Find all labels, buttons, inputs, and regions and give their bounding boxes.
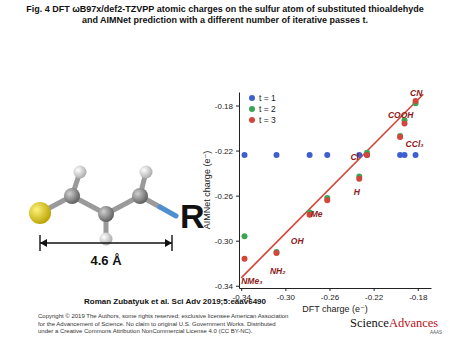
axis-line bbox=[240, 288, 432, 289]
arrow-line bbox=[40, 242, 172, 243]
point bbox=[242, 152, 248, 158]
point bbox=[397, 134, 403, 140]
tick-label: -0.34 bbox=[215, 282, 234, 291]
point bbox=[402, 121, 408, 127]
legend-item: t = 1 bbox=[249, 93, 276, 103]
tick-label: -0.26 bbox=[321, 293, 340, 302]
point-label: COOH bbox=[388, 110, 414, 120]
molecule bbox=[29, 166, 176, 246]
legend-label: t = 3 bbox=[259, 115, 276, 125]
atom bbox=[98, 206, 114, 222]
logo-part: Science bbox=[350, 316, 389, 330]
point-label: NMe₃ bbox=[241, 276, 262, 286]
legend-item: t = 3 bbox=[249, 115, 276, 125]
title: Fig. 4 DFT ωB97x/def2-TZVPP atomic charg… bbox=[26, 4, 424, 14]
legend-swatch bbox=[249, 106, 255, 112]
tick: -0.18 bbox=[409, 288, 428, 302]
plot-area bbox=[241, 94, 423, 278]
tick: -0.26 bbox=[215, 192, 239, 201]
legend-swatch bbox=[249, 117, 255, 123]
legend: t = 1t = 2t = 3 bbox=[249, 93, 276, 125]
fit-line bbox=[241, 94, 423, 278]
y-axis-title: AIMNet charge (e⁻) bbox=[202, 151, 212, 229]
tick-label: -0.22 bbox=[215, 147, 234, 156]
tick-mark bbox=[329, 288, 330, 291]
arrow-head bbox=[165, 239, 172, 247]
substituent-label: R bbox=[180, 197, 205, 235]
point-label: Me bbox=[311, 209, 323, 219]
point bbox=[364, 152, 370, 158]
tick-mark bbox=[285, 288, 286, 291]
legend-label: t = 2 bbox=[259, 104, 276, 114]
tick: -0.22 bbox=[365, 288, 384, 302]
distance-arrow bbox=[40, 235, 172, 251]
tick: -0.26 bbox=[321, 288, 340, 302]
point-label: NH₂ bbox=[270, 266, 286, 276]
title: and AIMNet prediction with a different n… bbox=[82, 15, 368, 25]
tick: -0.18 bbox=[215, 102, 239, 111]
tick-mark bbox=[236, 106, 239, 107]
bond-r-tip bbox=[160, 207, 176, 216]
logo-part: Advances bbox=[389, 316, 438, 330]
point bbox=[356, 176, 362, 182]
atom bbox=[29, 202, 51, 224]
tick: -0.34 bbox=[215, 282, 239, 291]
yticks-axis: -0.34 -0.30 -0.26 -0.22 -0.18 bbox=[215, 93, 240, 291]
tick-mark bbox=[236, 196, 239, 197]
tick-label: -0.30 bbox=[277, 293, 296, 302]
tick-mark bbox=[236, 151, 239, 152]
tick: -0.30 bbox=[215, 237, 239, 246]
x-axis-title: DFT charge (e⁻) bbox=[302, 304, 368, 314]
tick-label: -0.26 bbox=[215, 192, 234, 201]
tick-label: -0.30 bbox=[215, 237, 234, 246]
tick: -0.22 bbox=[215, 147, 239, 156]
tick-mark bbox=[418, 288, 419, 291]
point bbox=[324, 197, 330, 203]
point-label: CN bbox=[410, 88, 423, 98]
tick-mark bbox=[241, 288, 242, 291]
copyright: for the Advancement of Science. No claim… bbox=[38, 321, 276, 327]
distance-label: 4.6 Å bbox=[90, 253, 122, 268]
tick-label: -0.18 bbox=[215, 102, 234, 111]
logo: ScienceAdvances bbox=[350, 316, 438, 330]
atom bbox=[64, 188, 80, 204]
atom bbox=[74, 166, 87, 179]
tick-mark bbox=[236, 286, 239, 287]
point bbox=[324, 152, 330, 158]
legend-swatch bbox=[249, 95, 255, 101]
point bbox=[413, 98, 419, 104]
citation: Roman Zubatyuk et al. Sci Adv 2019;5:eaa… bbox=[84, 297, 267, 306]
copyright: Copyright © 2019 The Authors, some right… bbox=[38, 313, 288, 319]
axis-line bbox=[239, 93, 240, 289]
figure-slide: Fig. 4 DFT ωB97x/def2-TZVPP atomic charg… bbox=[0, 0, 450, 338]
point-label: OH bbox=[291, 236, 305, 246]
arrow-head bbox=[40, 239, 47, 247]
point bbox=[242, 233, 248, 239]
tick-label: -0.18 bbox=[409, 293, 428, 302]
logo-sub: AAAS bbox=[430, 330, 442, 335]
tick-mark bbox=[236, 241, 239, 242]
legend-label: t = 1 bbox=[259, 93, 276, 103]
point bbox=[307, 152, 313, 158]
point-label: H bbox=[354, 187, 361, 197]
tick: -0.30 bbox=[277, 288, 296, 302]
point-label: CCl₃ bbox=[406, 139, 424, 149]
tick-label: -0.22 bbox=[365, 293, 384, 302]
point bbox=[402, 152, 408, 158]
point-label: Cl bbox=[350, 152, 359, 162]
atom bbox=[140, 166, 153, 179]
point bbox=[274, 152, 280, 158]
atom bbox=[132, 188, 148, 204]
point bbox=[364, 152, 370, 158]
chart: -0.34-0.30-0.26-0.22-0.18-0.34-0.30-0.26… bbox=[202, 88, 432, 314]
point bbox=[242, 256, 248, 262]
tick-mark bbox=[374, 288, 375, 291]
point bbox=[274, 250, 280, 256]
point bbox=[413, 152, 419, 158]
copyright: under a Creative Commons Attribution Non… bbox=[38, 328, 253, 334]
legend-item: t = 2 bbox=[249, 104, 276, 114]
